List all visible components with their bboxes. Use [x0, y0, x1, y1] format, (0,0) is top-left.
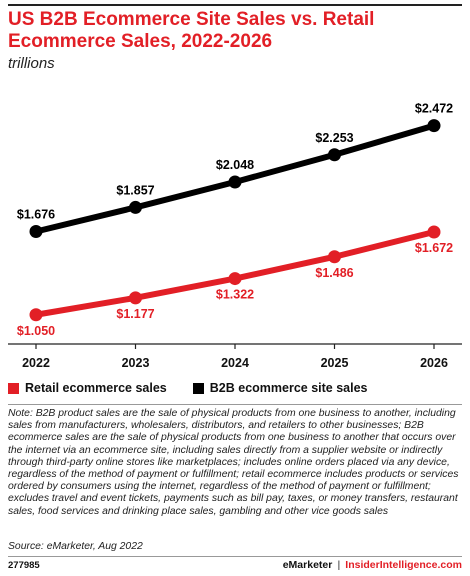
top-rule [8, 4, 462, 6]
x-tick-label: 2022 [22, 356, 50, 370]
x-tick-label: 2026 [420, 356, 448, 370]
data-point-b2b [29, 224, 43, 238]
data-label-retail: $1.050 [17, 324, 55, 338]
legend-item-b2b: B2B ecommerce site sales [192, 381, 368, 395]
footer-divider [8, 556, 462, 557]
legend-swatch-retail [8, 382, 19, 394]
data-point-retail [129, 291, 142, 305]
data-point-b2b [328, 148, 341, 162]
data-label-b2b: $1.676 [17, 207, 55, 221]
data-label-b2b: $1.857 [116, 183, 154, 197]
data-label-retail: $1.486 [315, 266, 353, 280]
data-label-b2b: $2.048 [216, 158, 254, 172]
legend-swatch-b2b [192, 382, 204, 394]
note-divider [8, 404, 462, 405]
x-tick-label: 2025 [321, 356, 349, 370]
data-label-retail: $1.177 [116, 307, 154, 321]
data-point-retail [328, 250, 341, 264]
x-tick-label: 2024 [221, 356, 249, 370]
chart-legend: Retail ecommerce sales B2B ecommerce sit… [8, 379, 394, 397]
chart-id: 277985 [8, 560, 40, 571]
legend-label-b2b: B2B ecommerce site sales [209, 381, 368, 395]
x-tick-label: 2023 [122, 356, 150, 370]
chart-note: Note: B2B product sales are the sale of … [8, 408, 459, 517]
chart-title: US B2B Ecommerce Site Sales vs. Retail E… [8, 9, 375, 52]
data-point-retail [427, 225, 441, 239]
chart-source: Source: eMarketer, Aug 2022 [8, 541, 143, 552]
brand-insider-intelligence: InsiderIntelligence.com [345, 559, 462, 571]
data-point-b2b [129, 200, 142, 214]
brand-footer: eMarketer | InsiderIntelligence.com [283, 559, 462, 571]
data-point-retail [29, 308, 43, 322]
brand-separator: | [337, 559, 341, 571]
data-label-retail: $1.322 [216, 288, 254, 302]
data-label-b2b: $2.253 [315, 131, 353, 145]
brand-emarketer: eMarketer [282, 559, 333, 571]
data-label-b2b: $2.472 [415, 102, 453, 116]
line-chart: 2022 2023 2024 2025 2026 $1.050 $1.177 $1.322 $1… [8, 102, 462, 370]
chart-subtitle: trillions [8, 55, 55, 72]
data-point-b2b [427, 119, 441, 133]
legend-label-retail: Retail ecommerce sales [25, 381, 167, 395]
data-point-b2b [228, 175, 242, 189]
data-point-retail [228, 272, 242, 286]
legend-item-retail: Retail ecommerce sales [8, 381, 167, 395]
data-label-retail: $1.672 [415, 241, 453, 255]
